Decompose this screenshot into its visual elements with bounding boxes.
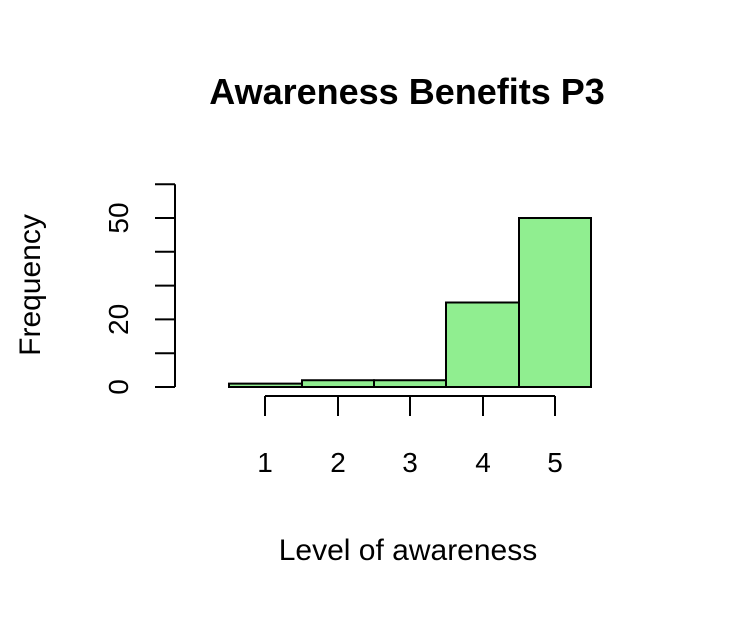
y-axis: 0 20 50 xyxy=(103,183,176,395)
x-tick-label: 5 xyxy=(547,447,563,478)
x-tick-label: 3 xyxy=(402,447,418,478)
y-axis-title: Frequency xyxy=(14,214,47,356)
bar-4 xyxy=(445,301,520,388)
y-tick-label: 0 xyxy=(103,379,134,395)
x-tick-label: 4 xyxy=(475,447,491,478)
y-tick-label: 20 xyxy=(103,304,134,335)
x-tick-label: 1 xyxy=(257,447,273,478)
bar-3 xyxy=(373,379,447,388)
bars-group xyxy=(228,217,592,388)
y-tick-label: 50 xyxy=(103,202,134,233)
x-tick-label: 2 xyxy=(330,447,346,478)
bar-5 xyxy=(518,217,592,388)
bar-1 xyxy=(228,382,303,388)
x-axis: 1 2 3 4 5 xyxy=(257,395,563,478)
chart-title: Awareness Benefits P3 xyxy=(209,71,605,112)
x-axis-title: Level of awareness xyxy=(279,534,538,567)
bar-2 xyxy=(301,379,375,388)
